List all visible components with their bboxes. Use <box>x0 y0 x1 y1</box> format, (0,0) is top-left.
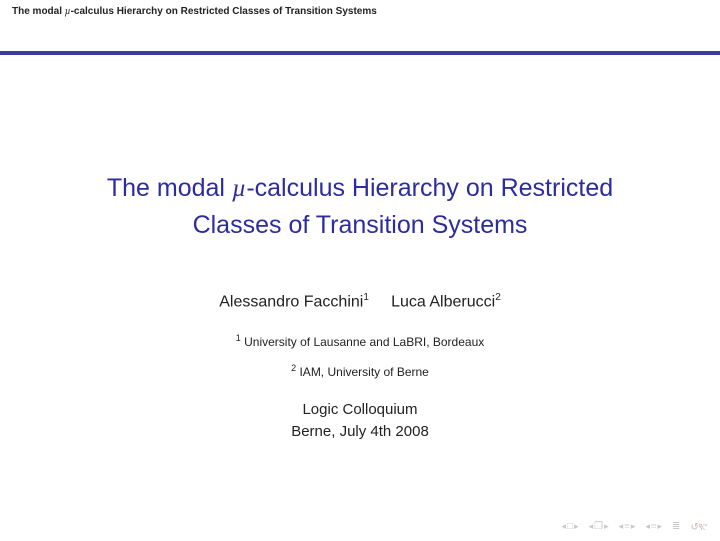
nav-frame-group[interactable]: ◂ □ ▸ <box>562 521 579 532</box>
title-prefix: The modal <box>107 174 232 202</box>
venue-line1: Logic Colloquium <box>302 401 417 418</box>
affiliation-2: 2 IAM, University of Berne <box>0 363 720 379</box>
nav-next-icon: ▸ <box>631 521 636 532</box>
author-1: Alessandro Facchini <box>219 293 363 310</box>
title-mu: µ <box>232 175 246 202</box>
author-2-sup: 2 <box>495 292 501 303</box>
nav-reset-icon[interactable]: ↺९୯ <box>690 519 706 533</box>
title-mid: -calculus Hierarchy on Restricted <box>246 174 613 202</box>
nav-section-group[interactable]: ◂ ❐ ▸ <box>589 521 609 532</box>
header-title: The modal µ-calculus Hierarchy on Restri… <box>0 0 720 21</box>
header-suffix: -calculus Hierarchy on Restricted Classe… <box>71 6 377 17</box>
venue: Logic Colloquium Berne, July 4th 2008 <box>0 399 720 444</box>
author-2: Luca Alberucci <box>391 293 495 310</box>
affiliation-1-text: University of Lausanne and LaBRI, Bordea… <box>241 335 484 349</box>
affiliation-2-text: IAM, University of Berne <box>296 365 429 379</box>
slide-title: The modal µ-calculus Hierarchy on Restri… <box>0 170 720 244</box>
nav-prev-icon: ◂ <box>562 521 567 532</box>
author-1-sup: 1 <box>363 292 369 303</box>
slide-body: The modal µ-calculus Hierarchy on Restri… <box>0 170 720 444</box>
nav-next-icon: ▸ <box>604 521 609 532</box>
nav-lines-icon: ≡ <box>624 521 630 532</box>
nav-next-icon: ▸ <box>658 521 663 532</box>
nav-appendix-icon[interactable]: ≣ <box>672 521 680 532</box>
nav-subsection-group[interactable]: ◂ ≡ ▸ <box>619 521 636 532</box>
nav-slide-group[interactable]: ◂ ≡ ▸ <box>645 521 662 532</box>
nav-frame-icon: □ <box>567 521 573 532</box>
header-rule <box>0 51 720 55</box>
nav-bar: ◂ □ ▸ ◂ ❐ ▸ ◂ ≡ ▸ ◂ ≡ ▸ ≣ ↺९୯ <box>562 519 707 533</box>
nav-next-icon: ▸ <box>574 521 579 532</box>
nav-prev-icon: ◂ <box>589 521 594 532</box>
affiliation-1: 1 University of Lausanne and LaBRI, Bord… <box>0 333 720 349</box>
authors: Alessandro Facchini1 Luca Alberucci2 <box>0 292 720 311</box>
nav-doc-icon: ❐ <box>594 521 603 532</box>
header-prefix: The modal <box>12 6 65 17</box>
venue-line2: Berne, July 4th 2008 <box>291 423 429 440</box>
title-line2: Classes of Transition Systems <box>193 211 528 239</box>
nav-prev-icon: ◂ <box>645 521 650 532</box>
nav-lines-icon: ≡ <box>651 521 657 532</box>
nav-prev-icon: ◂ <box>619 521 624 532</box>
